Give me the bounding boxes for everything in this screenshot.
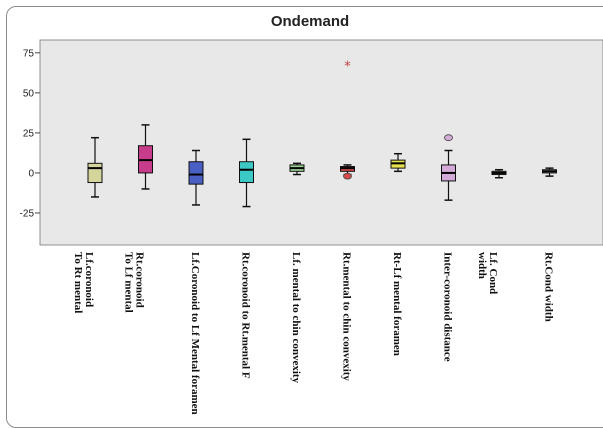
x-category-label: Rt.coronoidTo Lf mental [123, 252, 146, 313]
x-category-label: Rt.Cond width [543, 252, 555, 322]
box-plot-chart: Ondemand 75 50 25 0 -25 * Lf.coronoidTo Rt m… [20, 13, 603, 415]
x-axis-labels: Lf.coronoidTo Rt mental Rt.coronoidTo Lf … [72, 252, 555, 415]
x-category-label-line: Lf.Coronoid to Lf Mental foramen [189, 252, 201, 415]
box-1 [87, 136, 103, 198]
box-4 [239, 138, 254, 208]
x-category-label-line: Rt.coronoid to Rt.mental F [240, 252, 252, 379]
box-3 [188, 149, 204, 206]
x-category-label: Rt-Lf mental foramen [391, 252, 403, 356]
box-9 [491, 168, 507, 179]
y-tick-label: 50 [23, 88, 35, 99]
x-category-label-line: Rt-Lf mental foramen [391, 252, 403, 356]
x-category-label-line: Rt.mental to chin convexity [341, 252, 353, 381]
y-tick-label: 75 [23, 48, 35, 59]
x-category-label-line: width [476, 252, 488, 279]
x-category-label-line: Inter-coronoid distance [442, 252, 454, 362]
y-axis: 75 50 25 0 -25 [20, 48, 40, 219]
x-category-label: Inter-coronoid distance [442, 252, 454, 362]
x-category-label-line: To Rt mental [72, 252, 84, 313]
y-tick-label: -25 [20, 208, 35, 219]
box-iqr [239, 161, 254, 184]
outlier-star-marker: * [344, 60, 351, 75]
box-5 [289, 162, 305, 176]
x-category-label-line: Rt.coronoid [134, 252, 146, 308]
x-category-label-line: Lf. mental to chin convexity [290, 252, 302, 384]
x-category-label: Rt.coronoid to Rt.mental F [240, 252, 252, 379]
box-7 [390, 152, 406, 173]
x-category-label: Lf. mental to chin convexity [290, 252, 302, 384]
outlier-circle-marker [444, 134, 453, 142]
box-10 [542, 167, 557, 177]
x-category-label: Rt.mental to chin convexity [341, 252, 353, 381]
x-category-label-line: To Lf mental [123, 252, 135, 313]
y-tick-label: 0 [28, 168, 34, 179]
x-category-label: Lf.Coronoid to Lf Mental foramen [189, 252, 201, 415]
x-category-label-line: Rt.Cond width [543, 252, 555, 322]
plot-area [39, 39, 603, 246]
x-category-label-line: Lf. Cond [487, 252, 499, 294]
box-iqr [87, 162, 103, 184]
box-2 [138, 124, 153, 190]
x-category-label: Lf.coronoidTo Rt mental [72, 252, 95, 313]
box-series: * [87, 60, 557, 208]
chart-title: Ondemand [271, 13, 349, 30]
y-tick-label: 25 [23, 128, 35, 139]
box-iqr [188, 161, 204, 185]
box-6: * [340, 60, 355, 180]
x-category-label: Lf. Condwidth [476, 252, 499, 294]
x-category-label-line: Lf.coronoid [83, 252, 95, 307]
outlier-circle-marker [343, 172, 352, 180]
box-8 [441, 134, 456, 201]
